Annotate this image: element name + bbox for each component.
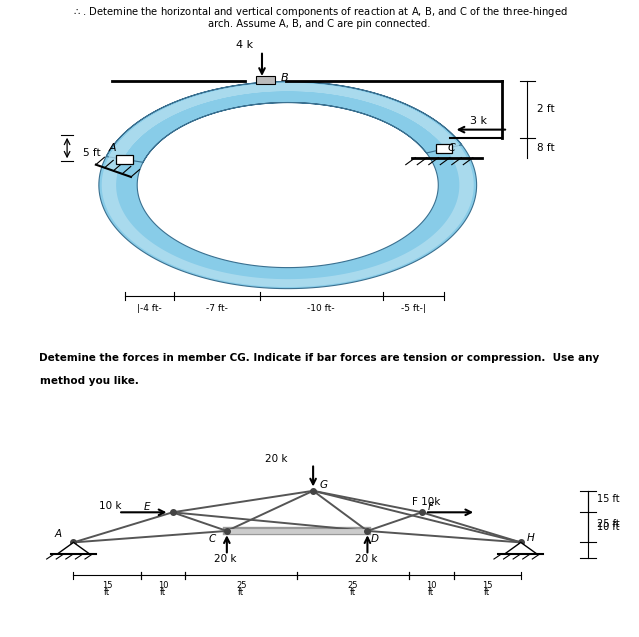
Text: F: F xyxy=(428,502,434,512)
Text: E: E xyxy=(144,502,150,512)
Polygon shape xyxy=(99,82,477,289)
Text: -10 ft-: -10 ft- xyxy=(307,304,335,313)
Text: 20 k: 20 k xyxy=(355,554,377,564)
Text: B: B xyxy=(281,73,289,83)
Text: 20 k: 20 k xyxy=(214,554,236,564)
Text: C: C xyxy=(447,143,455,153)
Text: 10 k: 10 k xyxy=(99,501,121,511)
Polygon shape xyxy=(102,83,473,287)
Text: 25: 25 xyxy=(236,580,247,589)
Text: Detemine the forces in member CG. Indicate if bar forces are tension or compress: Detemine the forces in member CG. Indica… xyxy=(40,353,599,363)
Text: 10 ft: 10 ft xyxy=(597,522,620,533)
Bar xyxy=(256,76,275,84)
Text: ft: ft xyxy=(104,589,110,598)
Text: 20 k: 20 k xyxy=(265,454,288,464)
Text: 10: 10 xyxy=(158,580,168,589)
Text: |-4 ft-: |-4 ft- xyxy=(137,304,162,313)
Text: ft: ft xyxy=(428,589,435,598)
Bar xyxy=(436,145,452,154)
Text: ft: ft xyxy=(238,589,244,598)
Text: 3 k: 3 k xyxy=(470,117,487,126)
Text: 15: 15 xyxy=(102,580,112,589)
Text: 4 k: 4 k xyxy=(236,40,254,50)
Text: arch. Assume A, B, and C are pin connected.: arch. Assume A, B, and C are pin connect… xyxy=(208,19,431,29)
Text: H: H xyxy=(527,533,535,543)
Text: F 10k: F 10k xyxy=(412,497,440,507)
Text: 8 ft: 8 ft xyxy=(537,143,555,153)
Text: 15 ft: 15 ft xyxy=(597,494,620,504)
Text: -5 ft-|: -5 ft-| xyxy=(401,304,426,313)
Text: 25: 25 xyxy=(348,580,358,589)
Text: ft: ft xyxy=(160,589,166,598)
Text: $\therefore$. Detemine the horizontal and vertical components of reaction at A, : $\therefore$. Detemine the horizontal an… xyxy=(72,5,567,19)
Polygon shape xyxy=(505,542,537,554)
Text: 15: 15 xyxy=(482,580,493,589)
Text: D: D xyxy=(371,534,379,544)
Text: 25 ft: 25 ft xyxy=(597,520,620,529)
Text: ft: ft xyxy=(484,589,490,598)
Text: -7 ft-: -7 ft- xyxy=(206,304,227,313)
Bar xyxy=(116,155,133,164)
Text: G: G xyxy=(320,480,328,490)
Text: method you like.: method you like. xyxy=(40,376,139,386)
Text: 2 ft: 2 ft xyxy=(537,104,555,115)
Text: A: A xyxy=(54,529,61,539)
Polygon shape xyxy=(58,542,89,554)
Text: A: A xyxy=(109,143,116,153)
Text: 10: 10 xyxy=(426,580,436,589)
Text: ft: ft xyxy=(350,589,356,598)
Text: 5 ft: 5 ft xyxy=(83,148,101,158)
Text: C: C xyxy=(209,534,216,544)
